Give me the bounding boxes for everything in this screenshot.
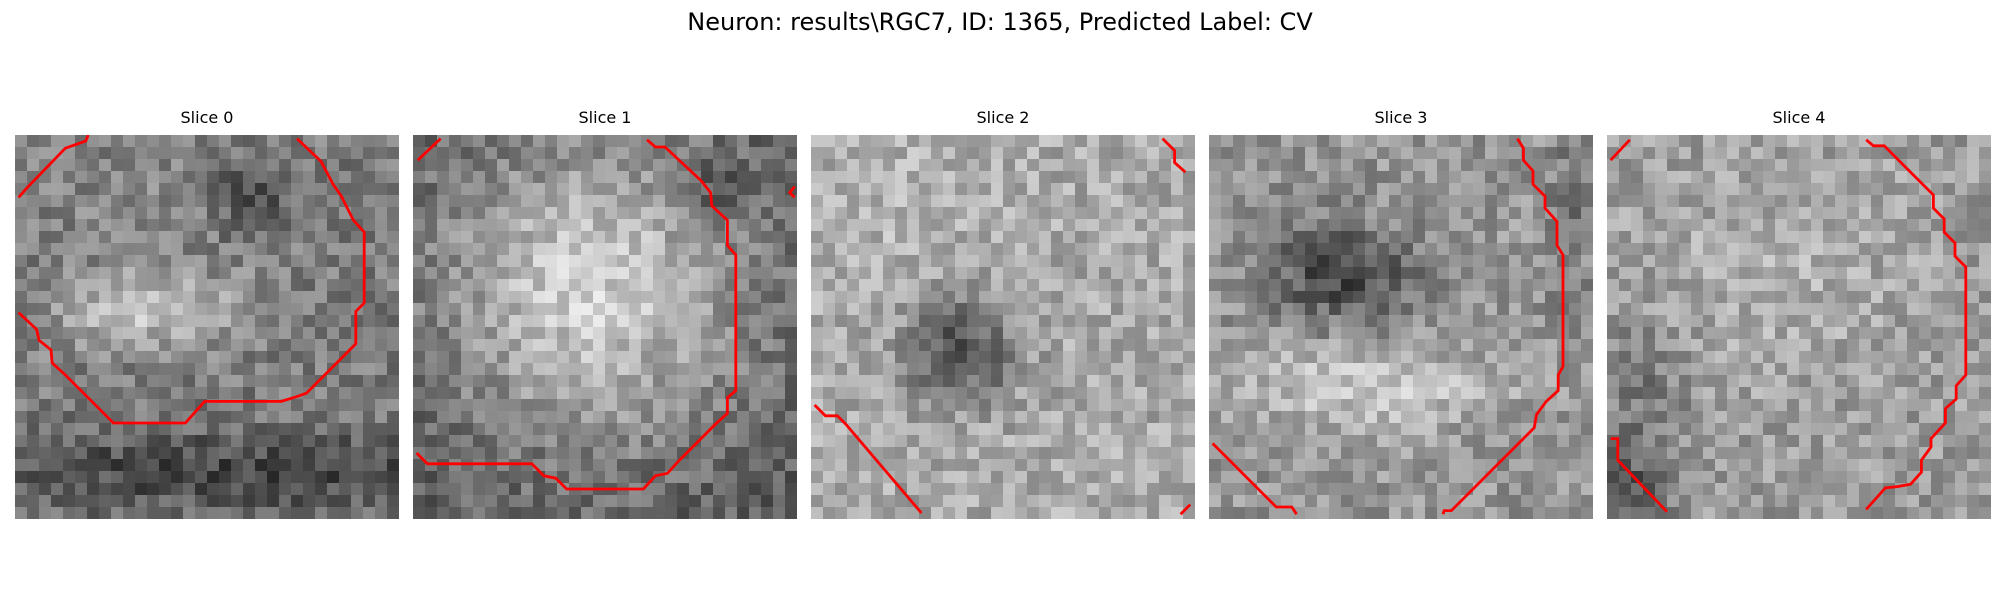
contour-line <box>1611 439 1667 512</box>
contour-line <box>1181 505 1191 515</box>
slice-panel-2: Slice 2 <box>811 108 1195 519</box>
contour-line <box>19 139 365 423</box>
contour-line <box>418 139 441 161</box>
contour-line <box>790 187 795 198</box>
slice-image <box>1209 135 1593 519</box>
slice-image <box>811 135 1195 519</box>
contour-line <box>815 405 922 513</box>
slice-title: Slice 3 <box>1374 108 1428 127</box>
slice-title: Slice 0 <box>180 108 234 127</box>
grayscale-pixel-grid <box>1209 135 1593 519</box>
contour-line <box>1163 139 1186 173</box>
slice-image <box>1607 135 1991 519</box>
slice-image <box>15 135 399 519</box>
contour-line <box>1443 139 1563 515</box>
slice-panel-0: Slice 0 <box>15 108 399 519</box>
contour-line <box>1611 140 1630 160</box>
slice-panel-4: Slice 4 <box>1607 108 1991 519</box>
contour-line <box>1866 140 1966 510</box>
slice-title: Slice 1 <box>578 108 632 127</box>
slice-title: Slice 2 <box>976 108 1030 127</box>
slice-panel-1: Slice 1 <box>413 108 797 519</box>
slice-image <box>413 135 797 519</box>
grayscale-pixel-grid <box>15 135 399 519</box>
contour-line <box>1213 443 1297 514</box>
grayscale-pixel-grid <box>413 135 797 519</box>
figure-title: Neuron: results\RGC7, ID: 1365, Predicte… <box>687 8 1313 36</box>
grayscale-pixel-grid <box>811 135 1195 519</box>
slice-panel-3: Slice 3 <box>1209 108 1593 519</box>
grayscale-pixel-grid <box>1607 135 1991 519</box>
slice-title: Slice 4 <box>1772 108 1826 127</box>
contour-line <box>417 140 736 489</box>
contour-line <box>19 135 89 197</box>
